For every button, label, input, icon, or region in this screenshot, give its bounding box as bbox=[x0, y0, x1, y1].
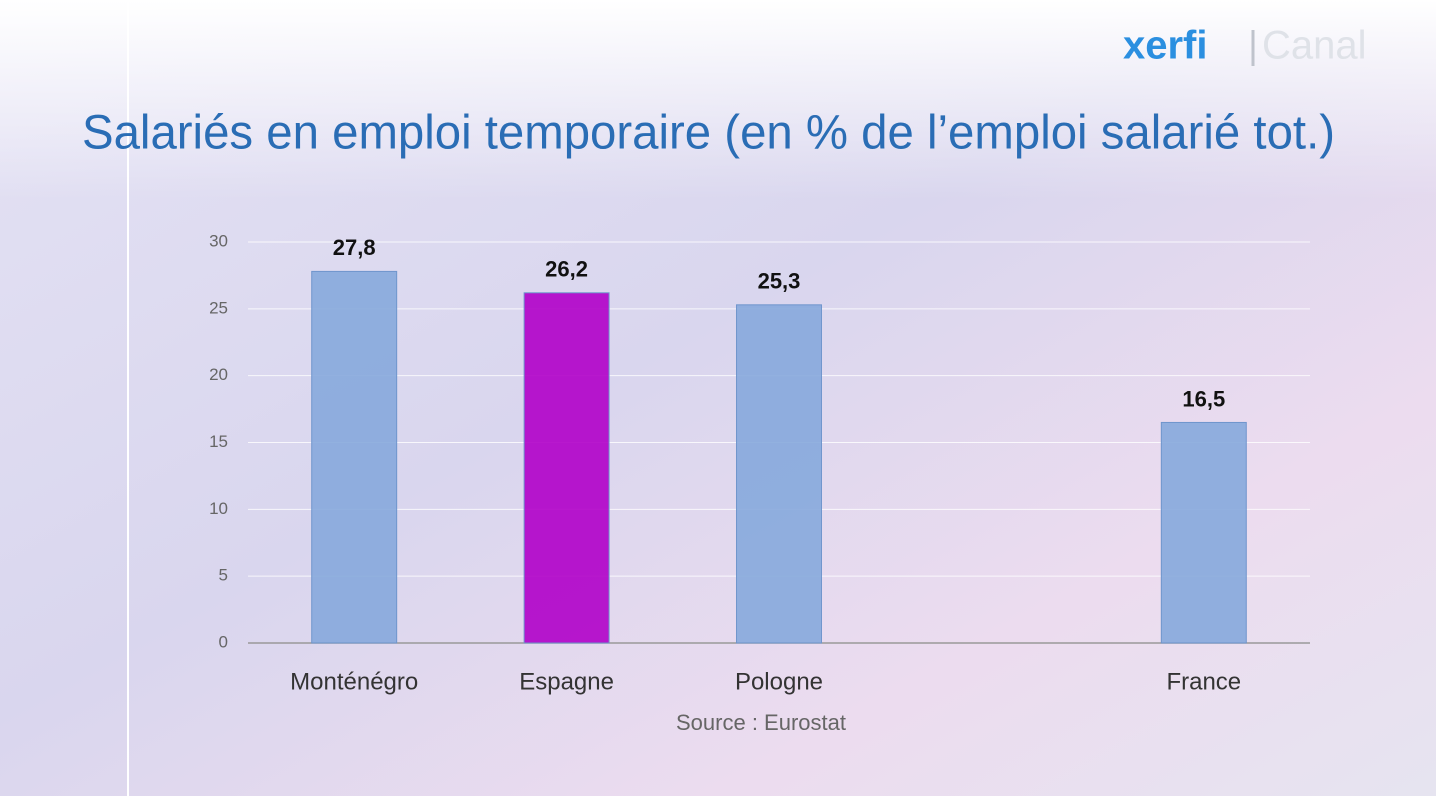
value-label: 26,2 bbox=[545, 257, 588, 282]
bar bbox=[523, 292, 610, 644]
x-tick-label: Monténégro bbox=[290, 668, 418, 695]
x-tick-label: Espagne bbox=[519, 668, 614, 695]
bar bbox=[736, 304, 822, 644]
x-tick-label: Pologne bbox=[735, 668, 823, 695]
value-label: 27,8 bbox=[333, 235, 376, 260]
y-tick-label: 15 bbox=[209, 432, 228, 451]
y-tick-label: 5 bbox=[219, 566, 228, 585]
x-tick-label: France bbox=[1166, 668, 1241, 695]
y-tick-label: 10 bbox=[209, 499, 228, 518]
logo-channel: Canal bbox=[1262, 24, 1367, 68]
logo-brand: xerfi bbox=[1123, 24, 1208, 68]
bar bbox=[311, 270, 398, 644]
y-tick-label: 30 bbox=[209, 231, 228, 250]
y-tick-label: 25 bbox=[209, 298, 228, 317]
background-fade bbox=[0, 0, 1436, 200]
bar bbox=[1160, 421, 1247, 644]
source: Source : Eurostat bbox=[676, 710, 846, 735]
value-label: 25,3 bbox=[758, 269, 801, 294]
chart-title: Salariés en emploi temporaire (en % de l… bbox=[82, 107, 1335, 160]
value-label: 16,5 bbox=[1182, 386, 1225, 411]
y-tick-label: 0 bbox=[219, 632, 228, 651]
y-tick-label: 20 bbox=[209, 365, 228, 384]
